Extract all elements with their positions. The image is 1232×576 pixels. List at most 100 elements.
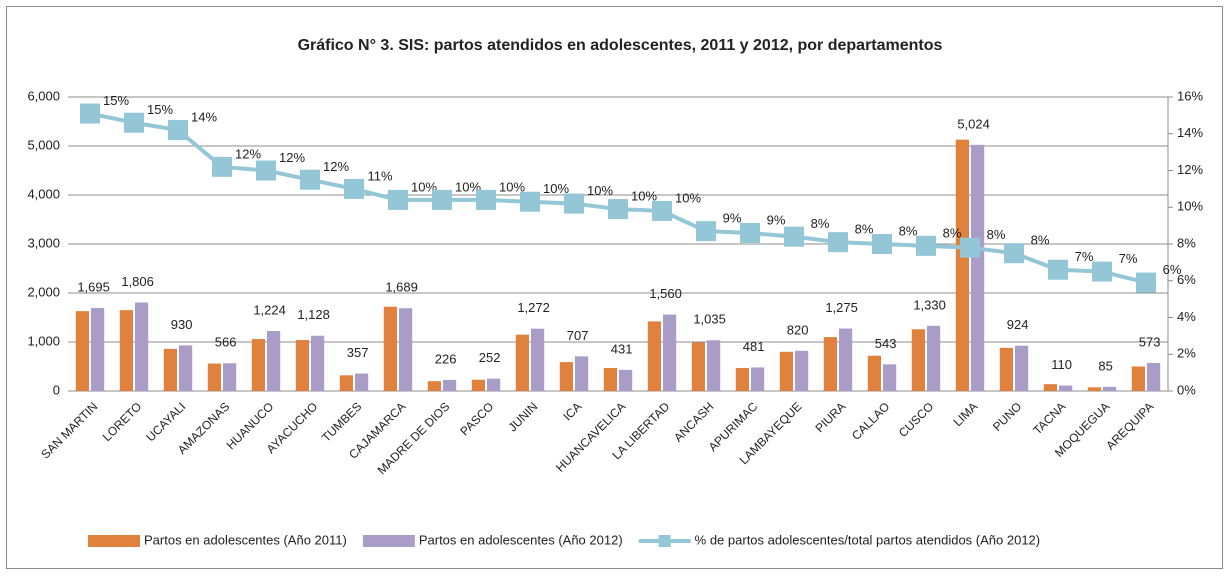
y-tick-label: 6,000 bbox=[27, 88, 60, 103]
data-label: 1,330 bbox=[913, 297, 946, 312]
data-label: 10% bbox=[455, 179, 481, 194]
bar bbox=[223, 363, 237, 391]
legend-swatch bbox=[362, 535, 415, 547]
line-marker bbox=[696, 221, 716, 242]
y2-tick-label: 16% bbox=[1177, 88, 1203, 103]
y2-tick-label: 2% bbox=[1177, 346, 1196, 361]
line-marker bbox=[916, 235, 936, 256]
legend-label: Partos en adolescentes (Año 2011) bbox=[144, 532, 347, 547]
data-label: 9% bbox=[767, 212, 786, 227]
data-label: 15% bbox=[147, 102, 173, 117]
line-marker bbox=[432, 189, 452, 210]
data-label: 1,272 bbox=[517, 300, 550, 315]
bar bbox=[207, 363, 221, 391]
bar bbox=[1131, 366, 1145, 391]
data-label: 15% bbox=[103, 93, 129, 108]
bar bbox=[531, 328, 545, 391]
line-marker bbox=[520, 191, 540, 212]
bar bbox=[383, 306, 397, 391]
bar bbox=[355, 373, 369, 391]
bar bbox=[1147, 362, 1161, 391]
line-marker bbox=[1136, 272, 1156, 293]
data-label: 9% bbox=[723, 211, 742, 226]
data-label: 8% bbox=[943, 225, 962, 240]
data-label: 1,560 bbox=[649, 286, 682, 301]
bar bbox=[91, 307, 105, 391]
y-tick-label: 5,000 bbox=[27, 137, 60, 152]
bar bbox=[1087, 387, 1101, 391]
bar bbox=[999, 347, 1013, 391]
bar bbox=[443, 379, 457, 391]
line-marker bbox=[388, 189, 408, 210]
data-label: 7% bbox=[1119, 251, 1138, 266]
data-label: 7% bbox=[1075, 249, 1094, 264]
bar bbox=[119, 310, 133, 391]
legend-swatch bbox=[88, 535, 140, 547]
line-marker bbox=[1048, 259, 1068, 280]
data-label: 10% bbox=[675, 190, 701, 205]
data-label: 12% bbox=[279, 150, 305, 165]
data-label: 10% bbox=[631, 189, 657, 204]
line-marker bbox=[608, 199, 628, 220]
y2-tick-label: 8% bbox=[1177, 235, 1196, 250]
data-label: 8% bbox=[855, 222, 874, 237]
data-label: 110 bbox=[1051, 357, 1072, 372]
bar bbox=[559, 362, 573, 391]
line-marker bbox=[740, 222, 760, 243]
data-label: 10% bbox=[587, 183, 613, 198]
data-label: 481 bbox=[743, 339, 765, 354]
data-label: 11% bbox=[367, 168, 392, 183]
bar bbox=[823, 337, 837, 391]
bar bbox=[647, 321, 661, 391]
data-label: 707 bbox=[567, 328, 589, 343]
bar bbox=[1015, 345, 1029, 391]
bar bbox=[295, 340, 309, 391]
line-marker bbox=[564, 193, 584, 214]
bar bbox=[751, 367, 765, 391]
bar bbox=[1043, 384, 1057, 391]
line-marker bbox=[872, 234, 892, 254]
line-marker bbox=[960, 237, 980, 258]
data-label: 12% bbox=[235, 146, 261, 161]
bar bbox=[1059, 385, 1073, 391]
data-label: 10% bbox=[543, 181, 569, 196]
data-label: 924 bbox=[1007, 317, 1029, 332]
line-marker bbox=[784, 226, 804, 247]
bar bbox=[179, 345, 193, 391]
y-tick-label: 4,000 bbox=[27, 186, 60, 201]
bar bbox=[883, 364, 897, 391]
bar bbox=[779, 351, 793, 391]
y2-tick-label: 12% bbox=[1177, 162, 1203, 177]
bar bbox=[839, 328, 853, 391]
data-label: 543 bbox=[875, 336, 897, 351]
bar bbox=[603, 367, 617, 391]
data-label: 820 bbox=[787, 322, 809, 337]
bar bbox=[735, 367, 749, 391]
chart-frame bbox=[6, 6, 1223, 569]
data-label: 357 bbox=[347, 345, 369, 360]
bar bbox=[267, 331, 281, 391]
data-label: 12% bbox=[323, 159, 349, 174]
data-label: 14% bbox=[191, 110, 217, 125]
data-label: 252 bbox=[479, 350, 501, 365]
legend-swatch bbox=[658, 535, 671, 547]
y2-tick-label: 0% bbox=[1177, 382, 1196, 397]
chart-title: Gráfico N° 3. SIS: partos atendidos en a… bbox=[298, 37, 943, 54]
bar bbox=[955, 139, 969, 391]
bar bbox=[927, 325, 941, 391]
y2-tick-label: 4% bbox=[1177, 309, 1196, 324]
line-marker bbox=[124, 112, 144, 133]
line-marker bbox=[476, 189, 496, 210]
data-label: 566 bbox=[215, 335, 237, 350]
bar bbox=[75, 311, 89, 391]
data-label: 930 bbox=[171, 317, 193, 332]
bar bbox=[427, 381, 441, 391]
data-label: 6% bbox=[1163, 262, 1182, 277]
data-label: 5,024 bbox=[957, 116, 990, 131]
data-label: 1,224 bbox=[253, 302, 286, 317]
data-label: 10% bbox=[499, 179, 525, 194]
bar bbox=[1103, 386, 1117, 391]
data-label: 85 bbox=[1098, 358, 1112, 373]
bar bbox=[911, 329, 925, 391]
